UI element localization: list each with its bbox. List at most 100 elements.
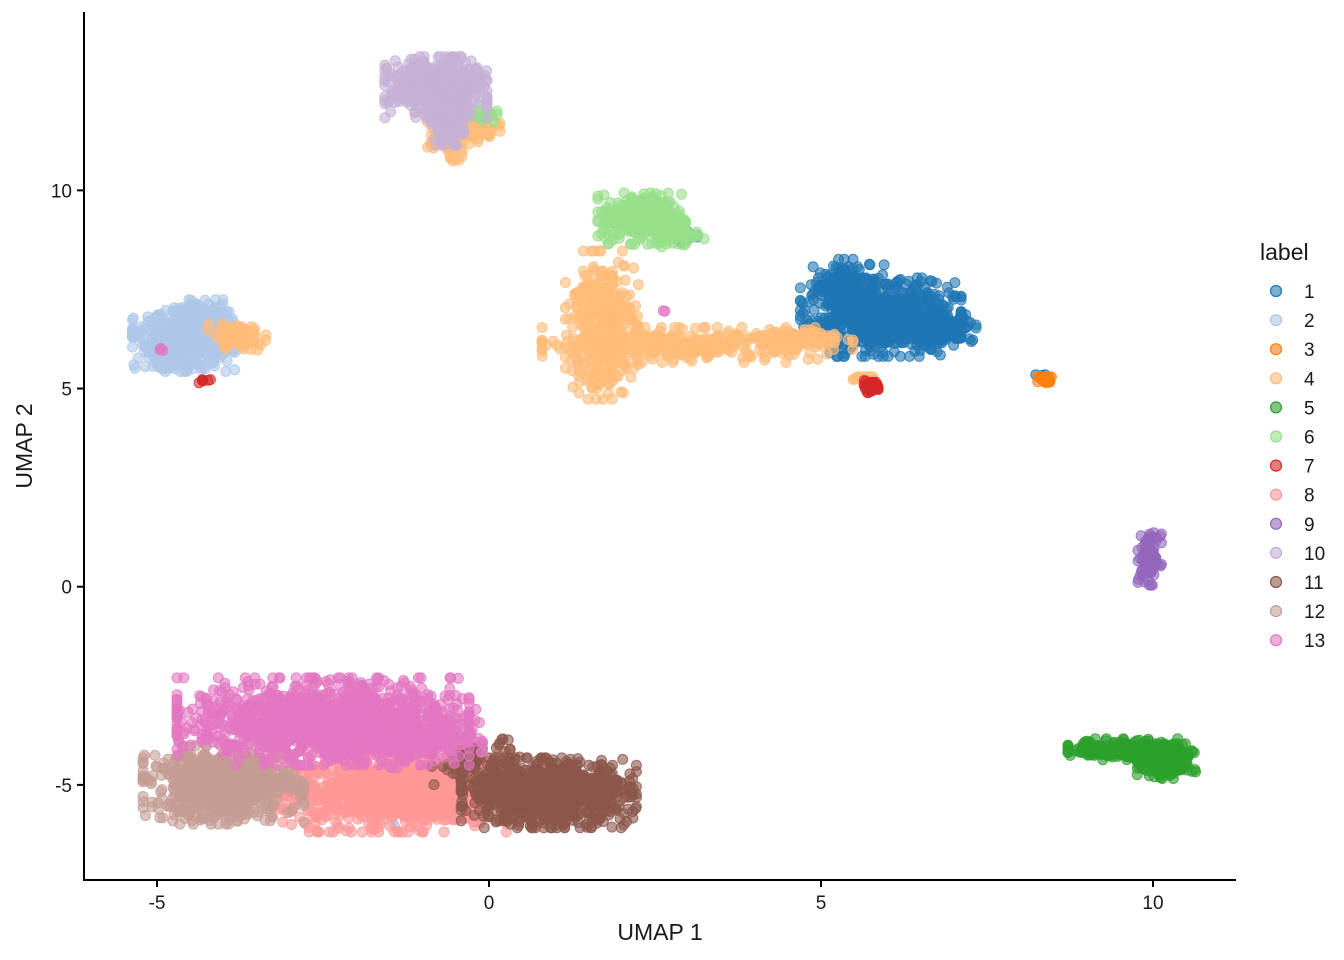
data-point bbox=[867, 273, 879, 285]
data-point bbox=[824, 282, 836, 293]
data-point bbox=[402, 826, 414, 838]
data-point bbox=[828, 318, 840, 330]
data-point bbox=[810, 341, 822, 353]
data-point bbox=[897, 320, 908, 332]
data-point bbox=[882, 278, 894, 290]
data-point bbox=[835, 306, 847, 318]
data-point bbox=[931, 277, 942, 289]
data-point bbox=[904, 350, 915, 362]
data-point bbox=[277, 816, 289, 828]
data-point bbox=[588, 261, 599, 273]
data-point bbox=[235, 339, 246, 351]
data-point bbox=[132, 352, 144, 364]
data-point bbox=[649, 337, 661, 349]
data-point bbox=[863, 335, 875, 347]
data-point bbox=[878, 259, 890, 271]
data-point bbox=[667, 356, 679, 368]
data-point bbox=[356, 781, 368, 793]
data-point bbox=[656, 356, 668, 368]
data-point bbox=[606, 393, 618, 405]
data-point bbox=[220, 366, 232, 377]
data-point bbox=[912, 280, 924, 292]
data-point bbox=[614, 229, 626, 240]
data-point bbox=[369, 816, 380, 828]
data-point bbox=[602, 377, 614, 389]
data-point bbox=[886, 306, 898, 318]
data-point bbox=[577, 281, 589, 293]
data-point bbox=[127, 341, 138, 353]
data-point bbox=[1132, 576, 1144, 588]
series-7 bbox=[193, 374, 884, 399]
data-point bbox=[753, 335, 765, 347]
data-point bbox=[1131, 755, 1143, 767]
data-point bbox=[629, 328, 641, 340]
data-point bbox=[417, 814, 429, 826]
data-point bbox=[443, 777, 455, 789]
series-1 bbox=[668, 225, 1051, 384]
data-point bbox=[628, 262, 640, 274]
data-point bbox=[398, 784, 410, 796]
data-point bbox=[446, 813, 458, 825]
data-point bbox=[597, 304, 609, 316]
data-point bbox=[209, 360, 221, 372]
data-point bbox=[670, 347, 682, 359]
data-point bbox=[198, 308, 210, 320]
data-point bbox=[327, 796, 339, 808]
data-point bbox=[847, 334, 859, 346]
data-point bbox=[172, 335, 184, 347]
data-point bbox=[906, 325, 918, 337]
data-point bbox=[619, 274, 631, 286]
data-point bbox=[369, 789, 381, 801]
data-point bbox=[807, 261, 819, 273]
series-9 bbox=[1132, 527, 1167, 591]
data-point bbox=[1182, 751, 1194, 762]
data-point bbox=[360, 805, 372, 817]
data-point bbox=[606, 342, 618, 354]
data-point bbox=[573, 370, 584, 382]
data-point bbox=[155, 359, 167, 370]
data-point bbox=[867, 380, 879, 392]
data-point bbox=[426, 795, 438, 807]
data-point bbox=[570, 346, 582, 357]
data-point bbox=[127, 314, 138, 326]
data-point bbox=[561, 329, 573, 341]
data-point bbox=[605, 197, 617, 208]
data-point bbox=[1117, 738, 1129, 749]
data-point bbox=[1084, 749, 1096, 761]
data-point bbox=[585, 290, 597, 302]
data-point bbox=[353, 792, 365, 804]
data-point bbox=[697, 322, 709, 333]
data-point bbox=[612, 256, 624, 268]
data-point bbox=[323, 826, 335, 838]
data-point bbox=[599, 231, 611, 243]
data-point bbox=[398, 797, 410, 809]
data-point bbox=[127, 331, 138, 343]
data-point bbox=[438, 826, 450, 838]
data-point bbox=[345, 826, 357, 838]
data-point bbox=[1141, 534, 1153, 546]
data-point bbox=[634, 341, 646, 353]
data-point bbox=[713, 330, 725, 341]
data-point bbox=[730, 328, 742, 340]
data-point bbox=[247, 337, 258, 349]
data-point bbox=[590, 368, 602, 380]
data-point bbox=[936, 334, 948, 346]
data-point bbox=[626, 238, 637, 250]
data-point bbox=[942, 318, 954, 330]
data-point bbox=[849, 373, 860, 385]
data-point bbox=[837, 343, 849, 355]
data-point bbox=[867, 296, 879, 308]
data-point bbox=[740, 345, 752, 357]
data-point bbox=[590, 393, 602, 405]
data-point bbox=[407, 790, 419, 802]
data-point bbox=[397, 807, 409, 819]
data-point bbox=[840, 270, 852, 282]
data-point bbox=[906, 305, 917, 317]
data-point bbox=[246, 321, 258, 333]
data-point bbox=[387, 798, 399, 810]
data-point bbox=[1042, 376, 1054, 388]
data-point bbox=[863, 308, 875, 320]
series-3 bbox=[1032, 371, 1057, 389]
data-point bbox=[673, 322, 685, 333]
data-point bbox=[698, 233, 710, 245]
